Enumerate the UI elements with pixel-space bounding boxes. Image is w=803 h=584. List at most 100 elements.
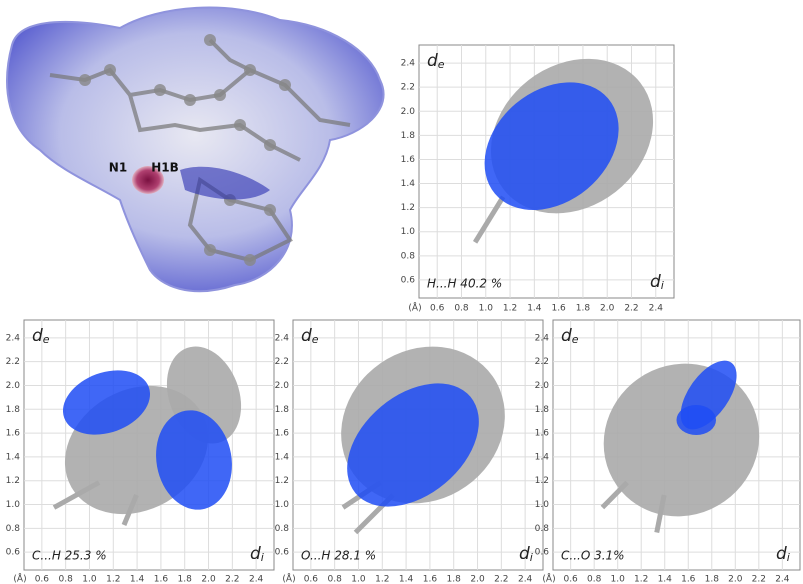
y-tick-label: 2.4 (535, 333, 550, 343)
x-tick-label: 1.2 (375, 575, 389, 584)
x-axis-label-main: d (776, 544, 787, 564)
x-tick-label: 2.4 (649, 304, 664, 314)
atom-label: H1B (151, 161, 179, 175)
x-tick-label: 0.8 (59, 575, 74, 584)
x-tick-label: 1.2 (634, 575, 648, 584)
y-tick-label: 0.6 (275, 548, 290, 558)
y-axis-label: de (427, 51, 445, 71)
x-tick-label: 1.6 (681, 575, 696, 584)
y-tick-label: 2.2 (6, 357, 20, 367)
x-axis-label: di (250, 544, 264, 564)
x-tick-label: 1.0 (479, 304, 494, 314)
cloud (156, 410, 232, 510)
y-axis-label: de (301, 326, 319, 346)
x-tick-label: 0.6 (430, 304, 445, 314)
fingerprint-plot: 0.6 0.8 1.0 1.2 1.4 1.6 1.8 2.0 2.2 2.4 0.6 0.8 1.0 1… (6, 319, 275, 584)
x-axis-label: di (519, 544, 533, 564)
atom-label: N1 (109, 161, 127, 175)
y-tick-label: 1.6 (401, 155, 416, 165)
y-axis-label-sub: e (312, 333, 319, 346)
cloud (347, 383, 479, 507)
cloud-spike (472, 195, 506, 244)
x-tick-label: 1.2 (106, 575, 120, 584)
annotation: H...H 40.2 % (427, 277, 502, 291)
y-tick-label: 2.4 (275, 333, 290, 343)
y-tick-label: 0.8 (401, 251, 416, 261)
x-axis-label-sub: i (661, 279, 664, 292)
x-tick-label: 2.4 (249, 575, 264, 584)
x-axis-label-main: d (519, 544, 530, 564)
x-tick-label: 2.0 (600, 304, 615, 314)
y-tick-label: 1.2 (275, 476, 289, 486)
blue-region (180, 166, 270, 200)
cloud-spike (600, 480, 629, 510)
y-tick-label: 0.6 (535, 548, 550, 558)
x-axis-label: di (776, 544, 790, 564)
x-tick-label: 1.0 (351, 575, 366, 584)
y-tick-label: 1.6 (275, 429, 290, 439)
y-tick-label: 1.0 (401, 227, 416, 237)
y-axis-label: de (32, 326, 50, 346)
x-tick-label: 0.8 (328, 575, 343, 584)
x-unit: (Å) (408, 302, 421, 314)
x-unit: (Å) (282, 573, 295, 584)
y-tick-label: 0.6 (401, 275, 416, 285)
y-tick-label: 1.6 (6, 429, 21, 439)
annotation: O...H 28.1 % (301, 549, 376, 563)
y-axis-label-main: d (301, 326, 312, 346)
x-unit: (Å) (13, 573, 26, 584)
y-axis-label-sub: e (43, 333, 50, 346)
x-tick-label: 1.4 (527, 304, 542, 314)
cloud (676, 405, 717, 435)
y-tick-label: 1.4 (401, 179, 416, 189)
x-tick-label: 1.8 (178, 575, 193, 584)
y-tick-label: 0.8 (535, 524, 550, 534)
y-tick-label: 1.8 (6, 405, 21, 415)
y-tick-label: 2.4 (6, 333, 21, 343)
cloud-spike (654, 494, 667, 533)
y-tick-label: 1.8 (275, 405, 290, 415)
y-tick-label: 1.4 (275, 452, 290, 462)
x-tick-label: 1.6 (551, 304, 566, 314)
y-axis-label-sub: e (438, 58, 445, 71)
x-tick-label: 2.2 (752, 575, 766, 584)
y-tick-label: 1.4 (535, 452, 550, 462)
y-tick-label: 1.2 (535, 476, 549, 486)
x-tick-label: 2.4 (775, 575, 790, 584)
atoms (79, 34, 291, 266)
fingerprint-plot: 0.6 0.8 1.0 1.2 1.4 1.6 1.8 2.0 2.2 2.4 0.6 0.8 1.0 1… (535, 319, 801, 584)
x-tick-label: 0.6 (35, 575, 50, 584)
y-tick-label: 1.6 (535, 429, 550, 439)
x-tick-label: 0.8 (454, 304, 469, 314)
x-tick-label: 2.0 (470, 575, 485, 584)
y-tick-label: 1.8 (401, 131, 416, 141)
y-axis-label: de (561, 326, 579, 346)
x-tick-label: 1.6 (423, 575, 438, 584)
x-axis-label-sub: i (787, 551, 790, 564)
x-tick-label: 1.8 (447, 575, 462, 584)
y-tick-label: 1.0 (275, 500, 290, 510)
x-axis-label-sub: i (261, 551, 264, 564)
cloud-spike (52, 480, 101, 510)
annotation: C...H 25.3 % (32, 549, 107, 563)
x-tick-label: 0.6 (563, 575, 578, 584)
x-tick-label: 2.2 (494, 575, 508, 584)
x-tick-label: 2.0 (201, 575, 216, 584)
fingerprint-plot: 0.6 0.8 1.0 1.2 1.4 1.6 1.8 2.0 2.2 2.4 0.6 0.8 1.0 1… (401, 44, 675, 314)
y-tick-label: 2.2 (401, 83, 415, 93)
y-tick-label: 2.2 (535, 357, 549, 367)
x-axis-label-main: d (650, 272, 661, 292)
cloud (62, 370, 151, 435)
hirshfeld-surface (6, 6, 385, 293)
y-tick-label: 1.4 (6, 452, 21, 462)
y-tick-label: 2.0 (401, 107, 416, 117)
y-tick-label: 2.0 (535, 381, 550, 391)
annotation: C...O 3.1% (561, 549, 625, 563)
x-tick-label: 1.6 (154, 575, 169, 584)
y-tick-label: 2.4 (401, 59, 416, 69)
x-tick-label: 1.0 (82, 575, 97, 584)
x-tick-label: 1.4 (658, 575, 673, 584)
x-tick-label: 0.6 (304, 575, 319, 584)
y-tick-label: 1.0 (535, 500, 550, 510)
y-axis-label-main: d (561, 326, 572, 346)
